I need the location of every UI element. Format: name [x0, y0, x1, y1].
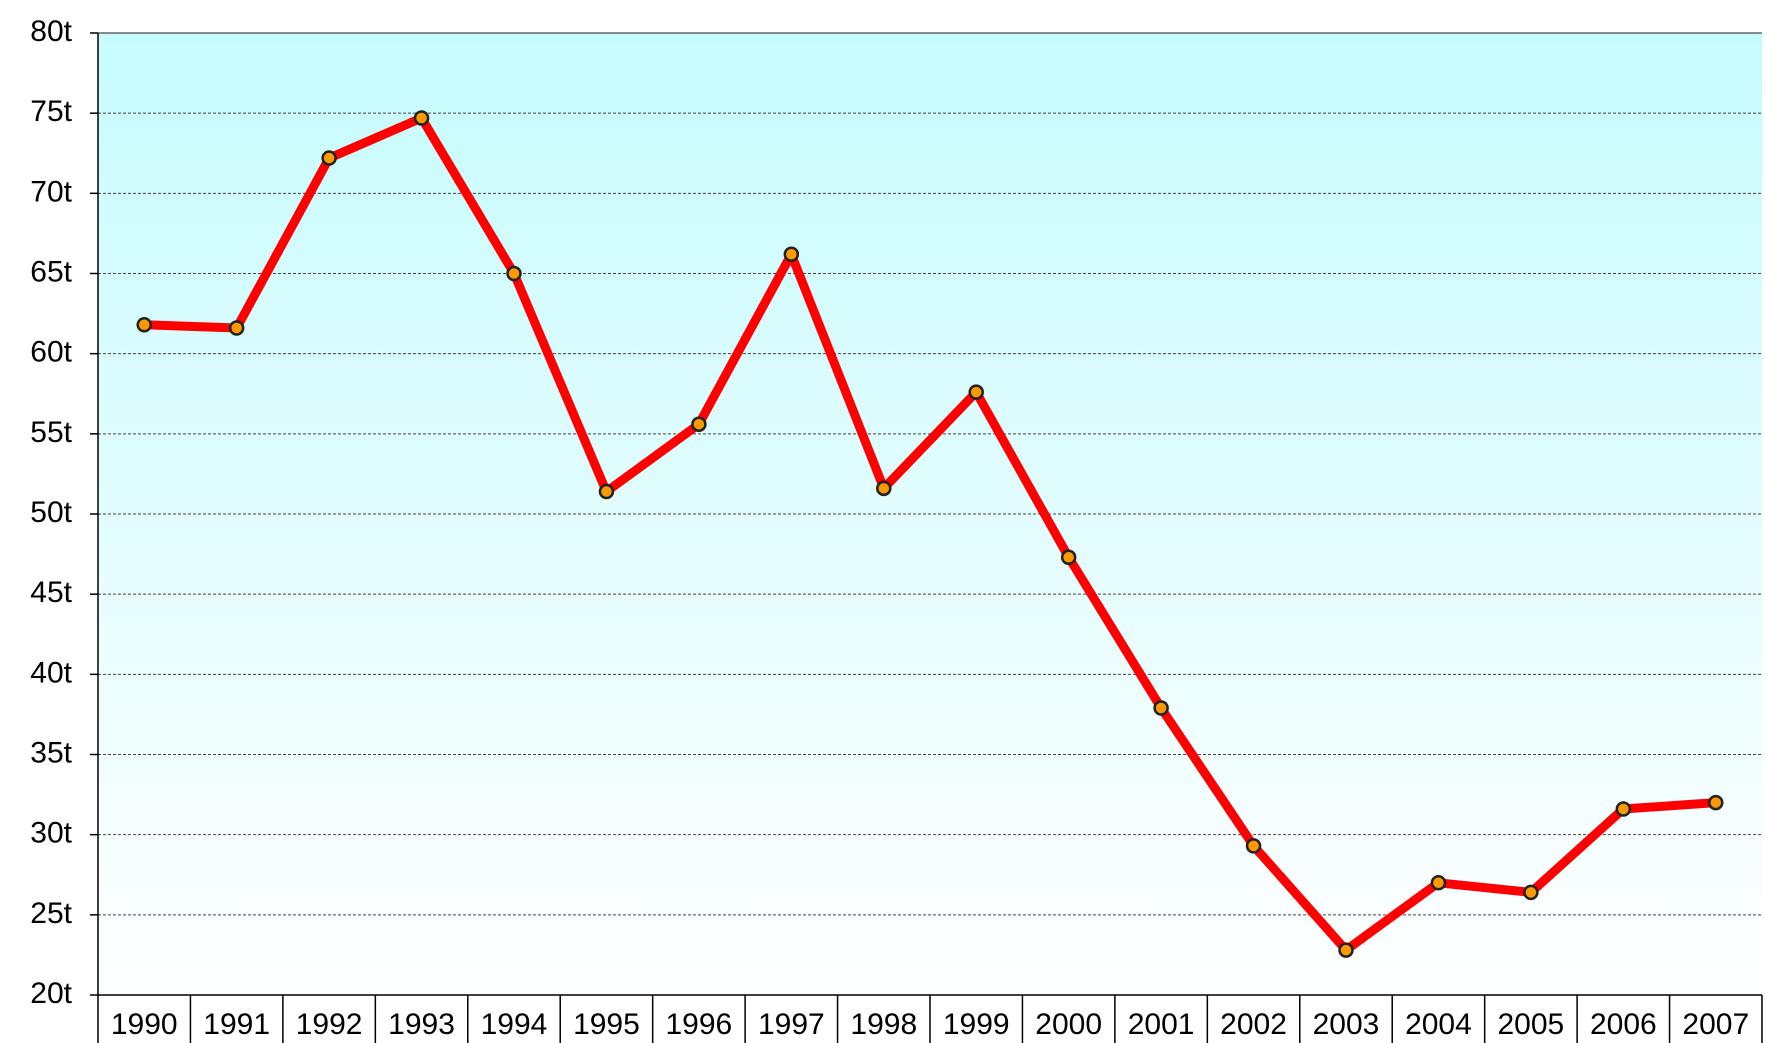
data-point: [598, 483, 615, 500]
x-tick-label: 1998: [850, 1008, 917, 1041]
y-tick-label: 75t: [30, 95, 72, 128]
y-tick-label: 25t: [30, 897, 72, 930]
data-point: [1430, 875, 1447, 891]
x-tick-label: 2007: [1682, 1008, 1749, 1041]
x-tick-label: 2004: [1405, 1008, 1472, 1041]
data-point: [506, 265, 522, 282]
x-tick-label: 1991: [203, 1008, 270, 1041]
x-tick-label: 2005: [1498, 1008, 1565, 1041]
data-point: [1615, 801, 1632, 817]
data-point: [1245, 838, 1262, 854]
data-point: [1523, 884, 1539, 901]
x-tick-label: 1992: [296, 1008, 363, 1041]
x-tick-label: 1994: [481, 1008, 548, 1041]
x-tick-label: 2006: [1590, 1008, 1657, 1041]
y-tick-label: 65t: [30, 255, 72, 288]
data-point: [228, 320, 245, 336]
x-tick-label: 1995: [573, 1008, 640, 1041]
y-tick-label: 70t: [30, 175, 72, 208]
data-point: [1338, 942, 1354, 958]
y-tick-label: 30t: [30, 817, 72, 850]
x-tick-label: 1990: [111, 1008, 178, 1041]
data-line: [144, 113, 1717, 955]
data-point: [413, 110, 430, 126]
y-tick-label: 20t: [30, 977, 72, 1010]
data-point: [968, 384, 984, 400]
x-tick-label: 1996: [666, 1008, 733, 1041]
x-tick-label: 2002: [1220, 1008, 1287, 1041]
y-tick-label: 60t: [30, 336, 72, 369]
x-tick-label: 1997: [758, 1008, 825, 1041]
y-tick-label: 55t: [30, 416, 72, 449]
data-point: [136, 317, 152, 333]
data-point: [1708, 794, 1724, 811]
data-point: [691, 416, 707, 432]
x-tick-label: 2001: [1128, 1008, 1195, 1041]
y-tick-label: 80t: [30, 15, 72, 48]
y-tick-label: 50t: [30, 496, 72, 529]
y-tick-label: 45t: [30, 576, 72, 609]
data-point: [1153, 700, 1169, 716]
x-tick-label: 2000: [1035, 1008, 1102, 1041]
y-tick-label: 40t: [30, 656, 72, 689]
data-point: [783, 246, 800, 263]
data-point: [1060, 549, 1077, 566]
data-point: [876, 480, 892, 497]
y-tick-label: 35t: [30, 736, 72, 769]
data-point: [321, 150, 337, 166]
x-tick-label: 1999: [943, 1008, 1010, 1041]
x-tick-label: 2003: [1313, 1008, 1380, 1041]
x-tick-label: 1993: [388, 1008, 455, 1041]
